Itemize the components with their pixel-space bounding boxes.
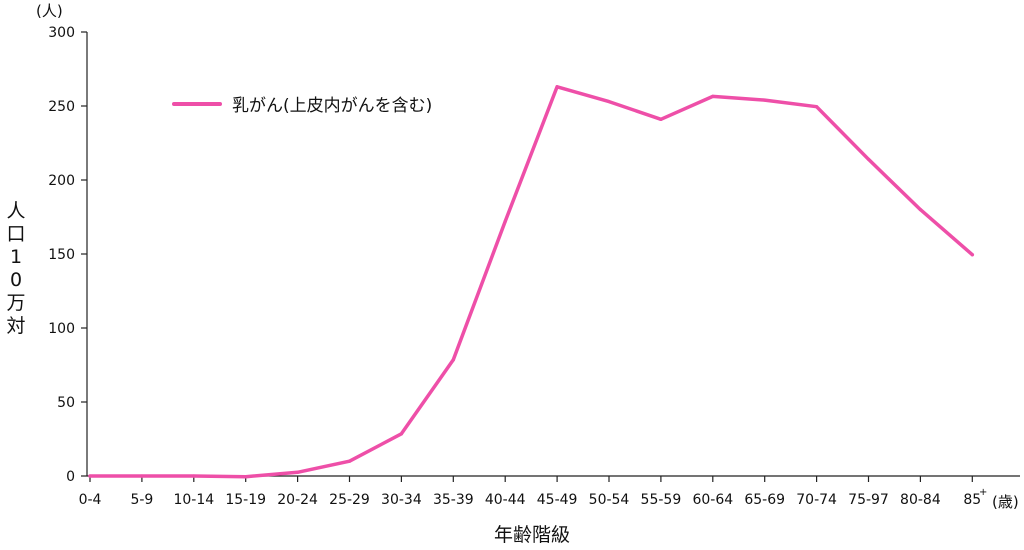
y-axis-unit: (人) [36, 2, 63, 20]
data-point [192, 474, 196, 478]
data-point [451, 358, 455, 362]
data-point [503, 219, 507, 224]
data-point [659, 117, 663, 121]
y-tick-label: 300 [48, 25, 75, 41]
series-line [88, 85, 975, 479]
x-axis-label: 年齢階級 [493, 524, 570, 546]
y-tick-label: 0 [66, 469, 75, 485]
x-axis-unit: (歳) [992, 493, 1019, 511]
data-point [140, 474, 144, 478]
last-category-superscript: + [979, 487, 988, 498]
data-point [296, 470, 300, 474]
x-tick-label: 30-34 [381, 492, 422, 508]
data-point [607, 99, 611, 104]
y-tick-label: 50 [57, 395, 75, 411]
x-tick-label: 70-74 [796, 492, 837, 508]
x-tick-label: 40-44 [485, 492, 526, 508]
x-axis-ticks: 0-4 5-9 10-14 15-19 20-24 25-29 30-34 35-39 40-4… [79, 476, 981, 508]
data-point [815, 105, 819, 109]
x-tick-label: 80-84 [900, 492, 941, 508]
data-point [970, 253, 974, 257]
data-point [918, 208, 923, 212]
x-tick-label: 25-29 [329, 492, 370, 508]
legend-label: 乳がん(上皮内がんを含む) [232, 96, 433, 116]
series-layer [88, 85, 975, 479]
data-point [399, 432, 403, 436]
x-tick-label: 55-59 [641, 492, 682, 508]
data-point [244, 475, 248, 479]
y-tick-label: 200 [48, 173, 75, 189]
x-tick-label: 0-4 [79, 492, 102, 508]
legend-line-swatch [172, 101, 222, 106]
x-tick-label: 85 [963, 492, 981, 508]
legend: 乳がん(上皮内がんを含む) [172, 91, 432, 116]
x-tick-label: 15-19 [225, 492, 266, 508]
data-point [711, 94, 715, 98]
data-point [763, 98, 767, 102]
x-tick-label: 45-49 [537, 492, 578, 508]
data-point [866, 157, 871, 161]
y-tick-label: 250 [48, 99, 75, 115]
data-point [347, 459, 352, 463]
x-tick-label: 5-9 [130, 492, 153, 508]
x-tick-label: 50-54 [589, 492, 630, 508]
data-point [555, 85, 559, 89]
x-tick-label: 35-39 [433, 492, 474, 508]
x-tick-label: 75-97 [848, 492, 889, 508]
data-point [88, 474, 92, 478]
x-tick-label: 20-24 [277, 492, 318, 508]
y-tick-label: 100 [48, 321, 75, 337]
x-tick-label: 60-64 [692, 492, 733, 508]
y-axis-label: 人口10万対 [6, 200, 26, 337]
x-tick-label: 65-69 [744, 492, 785, 508]
x-tick-label: 10-14 [173, 492, 214, 508]
y-axis-ticks: 0 50 100 150 200 250 300 [48, 25, 87, 485]
y-tick-label: 150 [48, 247, 75, 263]
